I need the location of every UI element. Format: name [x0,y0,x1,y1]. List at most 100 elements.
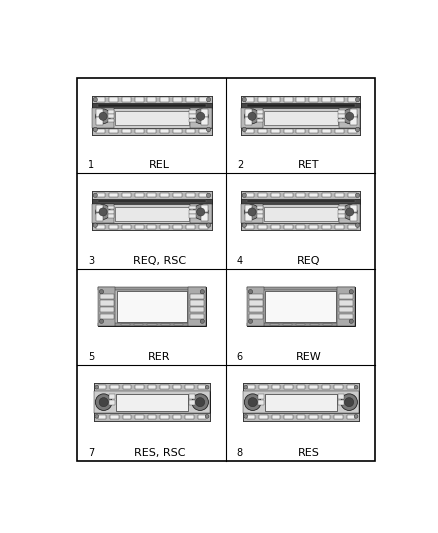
Bar [173,129,182,133]
Circle shape [248,112,256,120]
Bar [123,415,131,419]
Bar [335,193,344,197]
Circle shape [197,208,205,216]
Bar [98,287,205,326]
Bar [283,324,292,325]
Bar [92,96,212,134]
Bar [339,108,360,127]
Text: REQ, RSC: REQ, RSC [133,256,186,266]
Bar [297,193,305,197]
Bar [339,210,345,214]
Bar [257,119,263,122]
Bar [123,385,131,389]
Bar [339,119,345,122]
Bar [309,385,318,389]
Bar [110,385,119,389]
Text: RET: RET [297,160,319,171]
Bar [350,205,357,212]
Bar [148,224,156,229]
Circle shape [343,109,357,124]
Text: REQ: REQ [297,256,320,266]
Bar [108,206,114,209]
Bar [244,109,252,117]
Bar [296,324,305,325]
Bar [109,129,118,133]
Bar [348,224,357,229]
Bar [190,307,204,312]
Circle shape [244,394,261,410]
Bar [245,97,254,102]
Bar [339,110,345,114]
Bar [243,384,359,391]
Bar [98,104,205,107]
Bar [120,324,130,325]
Circle shape [244,385,247,389]
Bar [95,213,103,221]
Bar [199,97,208,102]
Bar [247,415,255,419]
Bar [173,97,182,102]
Bar [247,385,255,389]
Bar [265,290,336,322]
Bar [109,97,118,102]
Bar [95,205,103,212]
Bar [173,224,182,229]
Bar [309,415,318,419]
Text: 4: 4 [237,256,243,266]
Bar [323,324,332,325]
Circle shape [354,415,358,418]
Text: 5: 5 [88,352,94,362]
Bar [245,129,254,133]
Bar [321,385,330,389]
Bar [272,415,280,419]
Bar [98,287,116,326]
Circle shape [206,193,211,197]
Bar [98,415,106,419]
Bar [199,193,208,197]
Bar [338,400,344,405]
Bar [161,324,170,325]
Bar [350,109,357,117]
Bar [96,129,105,133]
Circle shape [99,289,104,294]
Circle shape [99,112,107,120]
Circle shape [99,319,104,324]
Bar [284,129,293,133]
Bar [148,193,156,197]
Bar [334,415,343,419]
Bar [100,294,114,300]
Circle shape [95,415,99,418]
Bar [190,214,196,218]
Bar [257,206,263,209]
Bar [350,213,357,221]
Circle shape [245,109,259,124]
Bar [96,193,105,197]
Bar [186,97,195,102]
Bar [115,111,189,125]
Bar [186,193,195,197]
Text: 1: 1 [88,160,94,171]
Bar [270,324,279,325]
Circle shape [206,223,211,227]
Circle shape [346,112,354,120]
Circle shape [95,109,110,124]
Circle shape [245,205,259,220]
Bar [109,400,115,405]
Bar [108,210,114,214]
Bar [108,119,114,122]
Circle shape [242,223,247,227]
Bar [243,391,359,414]
Circle shape [244,415,247,418]
Circle shape [197,112,205,120]
Bar [122,224,131,229]
Bar [348,97,357,102]
Bar [245,224,254,229]
Bar [271,129,280,133]
Circle shape [95,385,99,389]
Bar [185,415,194,419]
Bar [257,110,263,114]
Bar [160,385,169,389]
Bar [134,224,144,229]
Bar [271,193,280,197]
Circle shape [95,394,112,410]
